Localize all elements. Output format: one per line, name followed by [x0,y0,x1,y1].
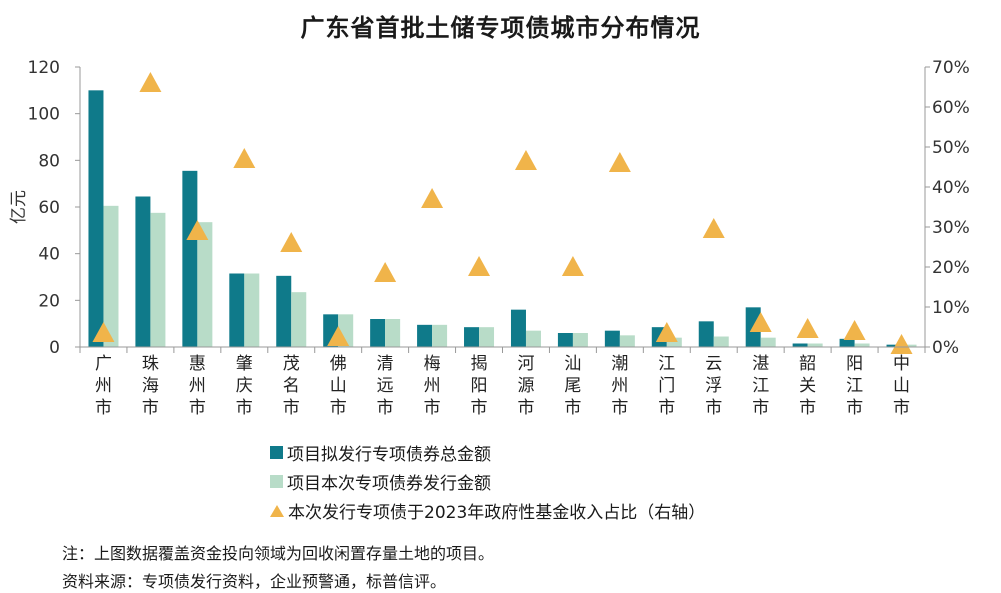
x-tick-label: 肇庆市 [236,354,253,418]
ratio-marker [514,150,537,170]
ratio-marker [843,320,866,340]
bar-total [510,309,526,347]
x-tick-label: 湛江市 [752,354,769,418]
bar-total [464,327,480,347]
legend-label-total: 项目拟发行专项债券总金额 [287,445,491,465]
bar-total [604,330,620,347]
footnote-source: 资料来源：专项债发行资料，企业预警通，标普信评。 [62,572,447,591]
chart-title: 广东省首批土储专项债城市分布情况 [300,14,701,42]
legend-label-current: 项目本次专项债券发行金额 [287,474,491,494]
bar-current [713,336,729,347]
legend-swatch-current [270,475,283,488]
bar-total [182,170,198,347]
bar-total [135,196,151,347]
x-tick-label: 广州市 [95,354,112,418]
bar-current [760,337,776,347]
bar-current [103,205,119,347]
ratio-marker [702,218,725,238]
bar-total [88,90,104,347]
bar-total [792,343,808,347]
x-tick-label: 清远市 [377,354,394,418]
y-tick-label: 100 [28,105,60,125]
ratio-marker [327,326,350,346]
x-tick-label: 潮州市 [611,354,628,418]
ratio-marker [749,312,772,332]
x-tick-label: 揭阳市 [471,354,488,418]
bar-total [839,338,855,347]
ratio-marker [233,148,256,168]
legend: 项目拟发行专项债券总金额 项目本次专项债券发行金额 本次发行专项债于2023年政… [270,438,705,525]
y-tick-label: 60 [38,198,60,218]
x-tick-label: 茂名市 [283,354,300,418]
y-tick-label: 120 [28,58,60,78]
bar-total [886,344,902,347]
ratio-marker [186,220,209,240]
y-axis-label: 亿元 [9,190,29,224]
triangle-icon [270,504,284,517]
ratio-marker [280,232,303,252]
y2-tick-label: 20% [932,258,970,278]
y-tick-label: 0 [49,338,60,358]
x-tick-label: 河源市 [517,354,534,418]
legend-item-current: 项目本次专项债券发行金额 [270,467,705,496]
y-tick-label: 40 [38,245,60,265]
bar-total [417,324,433,347]
ratio-marker [890,334,913,354]
y2-tick-label: 40% [932,178,970,198]
legend-swatch-total [270,446,283,459]
bar-current [572,333,588,347]
ratio-marker [92,322,115,342]
bar-current [666,337,682,347]
bar-current [244,273,260,347]
bar-total [557,333,573,347]
y2-tick-label: 0% [932,338,959,358]
y2-tick-label: 70% [932,58,970,78]
bar-total [370,319,386,347]
ratio-marker [421,188,444,208]
x-tick-label: 惠州市 [189,354,206,418]
footnote-note: 注：上图数据覆盖资金投向领域为回收闲置存量土地的项目。 [62,544,495,563]
y-tick-label: 20 [38,291,60,311]
x-tick-label: 云浮市 [705,354,722,418]
ratio-marker [374,262,397,282]
ratio-marker [608,152,631,172]
legend-item-ratio: 本次发行专项债于2023年政府性基金收入占比（右轴） [270,496,705,525]
ratio-marker [796,318,819,338]
bar-current [197,222,213,347]
x-tick-label: 汕尾市 [564,354,581,418]
legend-item-total: 项目拟发行专项债券总金额 [270,438,705,467]
x-tick-label: 江门市 [658,354,675,418]
bar-current [150,212,166,347]
ratio-marker [655,322,678,342]
bar-current [854,343,870,347]
bar-current [385,319,401,347]
bar-total [229,273,245,347]
ratio-marker [139,72,162,92]
y2-tick-label: 60% [932,98,970,118]
bar-current [432,324,448,347]
bar-current [619,335,635,347]
ratio-marker [468,256,491,276]
x-tick-label: 佛山市 [330,354,347,418]
bar-current [291,292,307,347]
chart-plot: 0 20 40 60 80 100 120 0% 10% 20% 30% 40% 50% 60% 70% 广州… [9,58,970,418]
bar-current [479,327,495,347]
legend-label-ratio: 本次发行专项债于2023年政府性基金收入占比（右轴） [288,503,706,523]
x-tick-label: 中山市 [893,354,910,418]
x-tick-label: 阳江市 [846,354,863,418]
x-tick-label: 梅州市 [424,354,441,418]
y2-tick-label: 30% [932,218,970,238]
y2-tick-label: 50% [932,138,970,158]
y-tick-label: 80 [38,151,60,171]
x-tick-label: 韶关市 [799,354,816,418]
bar-total [698,321,714,347]
bar-current [901,344,917,347]
ratio-marker [561,256,584,276]
y2-tick-label: 10% [932,298,970,318]
bar-total [276,275,292,347]
bar-current [525,330,541,347]
x-tick-label: 珠海市 [142,354,159,418]
bar-current [807,343,823,347]
